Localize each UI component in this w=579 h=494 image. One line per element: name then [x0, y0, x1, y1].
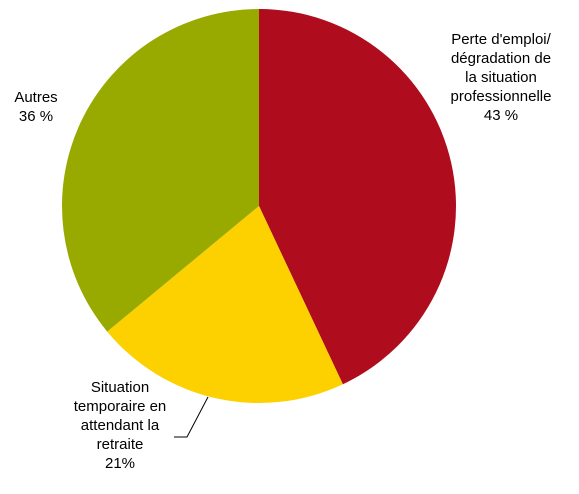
label-retraite-line-4: retraite: [96, 436, 144, 453]
label-retraite-line-2: temporaire en: [73, 398, 167, 415]
label-perte-emploi-line-1: Perte d'emploi/: [451, 31, 551, 48]
label-retraite: Situation temporaire en attendant la ret…: [60, 378, 180, 473]
label-retraite-line-3: attendant la: [80, 417, 160, 434]
label-autres-value: 36 %: [18, 108, 54, 125]
leader-line-retraite: [174, 396, 209, 438]
pie-slice-2: [62, 9, 260, 332]
label-perte-emploi-value: 43 %: [483, 107, 519, 124]
label-perte-emploi-line-4: professionnelle: [450, 88, 552, 105]
label-retraite-value: 21%: [104, 455, 136, 472]
pie-slice-0: [259, 9, 456, 385]
label-autres-line-1: Autres: [14, 89, 58, 106]
label-perte-emploi-line-2: dégradation de: [450, 50, 552, 67]
label-autres: Autres 36 %: [6, 88, 66, 126]
label-perte-emploi: Perte d'emploi/ dégradation de la situat…: [426, 30, 576, 125]
label-retraite-line-1: Situation: [90, 379, 150, 396]
pie-slice-1: [107, 206, 343, 403]
label-perte-emploi-line-3: la situation: [465, 69, 537, 86]
pie-slices: [62, 9, 456, 403]
